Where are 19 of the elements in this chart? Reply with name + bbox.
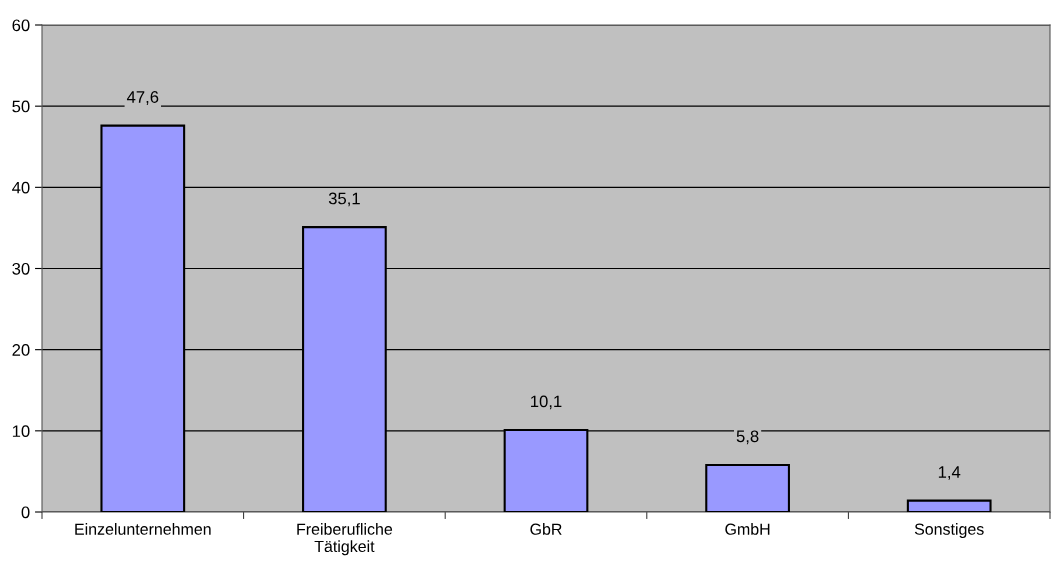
data-label: 47,6	[126, 91, 159, 105]
x-tick-label: GbR	[530, 523, 562, 535]
x-tick-label: Freiberufliche Tätigkeit	[297, 523, 393, 556]
bar	[705, 463, 790, 512]
data-label: 10,1	[531, 395, 562, 410]
x-tick-label: Sonstiges	[914, 523, 984, 538]
y-tick-label: 60	[12, 19, 30, 32]
data-label: 5,8	[736, 430, 759, 445]
data-label: 1,4	[938, 466, 961, 480]
bar	[906, 499, 992, 512]
x-tick-label: GmbH	[725, 523, 770, 535]
x-tick-label: Einzelunternehmen	[75, 523, 211, 535]
y-tick-label: 0	[21, 506, 30, 519]
y-tick-label: 20	[12, 344, 30, 356]
y-tick-label: 50	[12, 100, 30, 113]
data-label: 35,1	[328, 192, 360, 207]
y-tick-label: 10	[12, 425, 30, 438]
y-tick-label: 30	[12, 262, 30, 275]
y-tick-label: 40	[12, 181, 30, 194]
